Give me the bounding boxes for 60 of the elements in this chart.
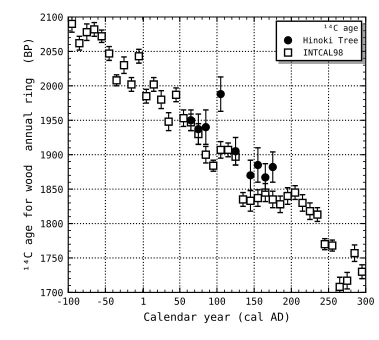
point: [202, 150, 210, 159]
legend-label: INTCAL98: [304, 49, 343, 56]
point: [306, 206, 314, 216]
y-tick-label: 1800: [41, 220, 63, 228]
point: [127, 80, 136, 89]
y-tick-label: 1850: [41, 186, 63, 193]
legend-title: ¹⁴C age: [324, 24, 358, 33]
y-tick-label: 2050: [40, 48, 63, 56]
x-tick-label: 150: [246, 297, 262, 305]
point: [157, 95, 166, 104]
point: [246, 196, 255, 205]
point: [313, 210, 322, 219]
point: [68, 20, 76, 28]
x-tick-label: 250: [320, 297, 337, 305]
point: [224, 146, 232, 154]
point: [342, 276, 352, 285]
point: [164, 117, 173, 126]
x-tick-label: -100: [58, 297, 80, 305]
point: [268, 162, 277, 172]
point: [90, 25, 98, 34]
point: [216, 90, 225, 98]
legend-label: Hinoki Tree: [304, 36, 358, 44]
point: [179, 114, 188, 122]
point: [298, 198, 307, 208]
point: [254, 194, 262, 202]
x-tick-label: 100: [209, 297, 226, 305]
y-axis-title: ¹⁴C age for wood annual ring (BP): [24, 40, 34, 270]
point: [350, 248, 359, 258]
y-tick-label: 1950: [41, 116, 63, 124]
point: [358, 268, 366, 276]
x-tick-label: 1: [142, 298, 146, 305]
y-tick-label: 2000: [40, 82, 63, 90]
point: [82, 28, 91, 36]
y-tick-label: 1900: [41, 151, 63, 159]
point: [238, 195, 248, 204]
point: [104, 49, 114, 58]
point: [290, 188, 300, 197]
point: [75, 38, 84, 48]
x-tick-label: -50: [98, 297, 114, 305]
point: [268, 195, 277, 204]
point: [150, 80, 158, 89]
y-tick-label: 1700: [41, 288, 63, 296]
y-tick-label: 2100: [40, 14, 63, 21]
y-tick-label: 1750: [41, 254, 63, 262]
point: [120, 61, 128, 70]
point: [202, 122, 210, 132]
point: [134, 52, 144, 60]
point: [172, 90, 180, 99]
x-axis-title: Calendar year (cal AD): [144, 312, 288, 324]
point: [276, 200, 284, 208]
point: [98, 32, 106, 40]
x-tick-label: 50: [174, 297, 186, 305]
x-tick-label: 200: [283, 297, 300, 305]
point: [261, 173, 270, 182]
point: [142, 92, 150, 100]
x-tick-label: 300: [358, 297, 374, 305]
point: [216, 146, 225, 154]
point: [246, 171, 255, 180]
point: [254, 160, 262, 170]
point: [283, 192, 292, 200]
